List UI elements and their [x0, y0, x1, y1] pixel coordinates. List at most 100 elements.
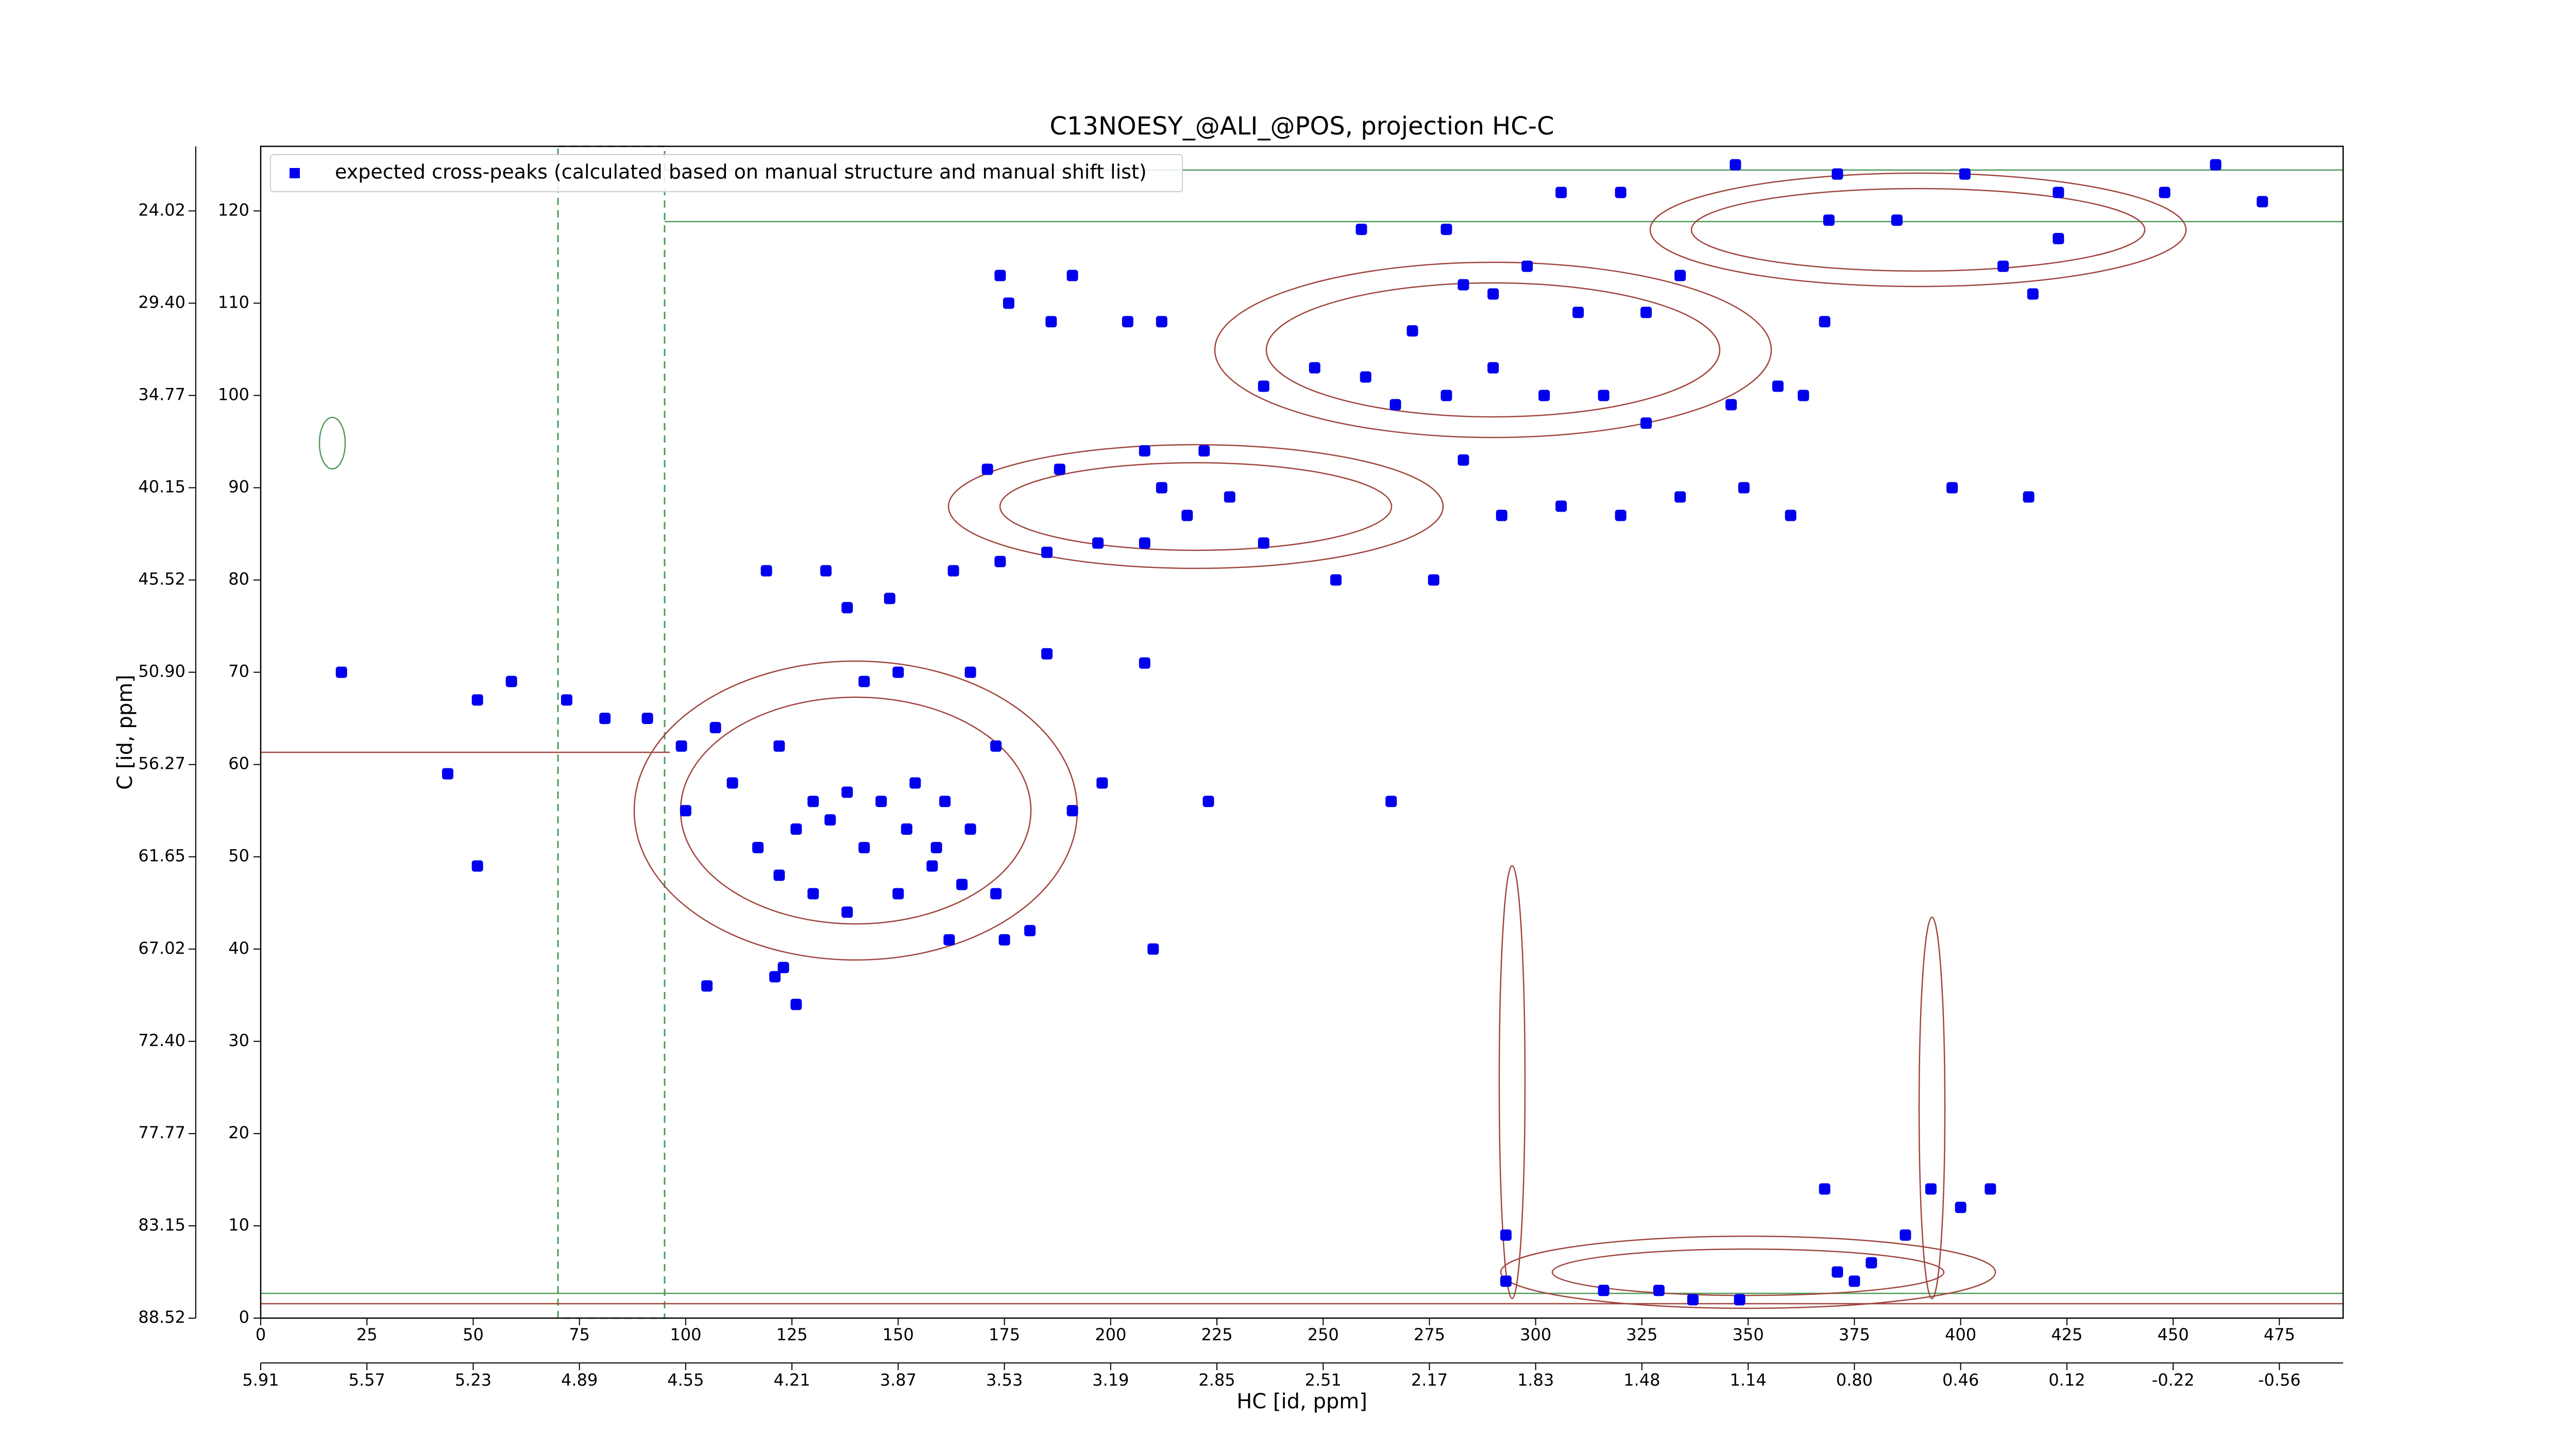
cross-peak [752, 841, 764, 853]
cross-peak [505, 676, 517, 687]
x2-tick-label: 2.85 [1198, 1370, 1235, 1390]
cross-peak [1849, 1275, 1860, 1287]
cross-peak [1066, 805, 1078, 817]
x2-tick-label: 5.57 [349, 1370, 385, 1390]
x-tick-label: 100 [670, 1325, 701, 1344]
x-tick-label: 275 [1414, 1325, 1445, 1344]
x2-tick-label: 5.91 [242, 1370, 279, 1390]
x-tick-label: 50 [463, 1325, 484, 1344]
cross-peak [1458, 279, 1469, 291]
cross-peak [820, 565, 832, 577]
contour [1551, 1248, 1945, 1296]
y2-tick-label: 24.02 [138, 200, 185, 220]
cross-peak [1122, 316, 1133, 328]
cross-peak [2053, 233, 2064, 245]
cross-peak [1538, 390, 1550, 401]
cross-peak [1202, 796, 1214, 807]
cross-peak [1730, 159, 1741, 171]
x2-tick-label: 4.89 [561, 1370, 598, 1390]
cross-peak [1139, 537, 1150, 549]
x-tick-label: 125 [776, 1325, 808, 1344]
contour [999, 462, 1393, 551]
cross-peak [1798, 390, 1809, 401]
cross-peak [1487, 362, 1499, 374]
cross-peak [2053, 187, 2064, 198]
y-tick-label: 10 [228, 1215, 249, 1235]
cross-peak [1832, 168, 1843, 180]
cross-peak [1330, 574, 1342, 586]
cross-peak [561, 694, 572, 706]
cross-peak [1385, 796, 1397, 807]
x-tick-label: 225 [1201, 1325, 1232, 1344]
cross-peak [875, 796, 887, 807]
x2-tick-label: 3.87 [880, 1370, 917, 1390]
y2-tick-label: 50.90 [138, 662, 185, 681]
cross-peak [1900, 1229, 1911, 1241]
y2-tick-label: 77.77 [138, 1123, 185, 1142]
cross-peak [1500, 1229, 1512, 1241]
cross-peak [1258, 380, 1269, 392]
x-tick-label: 200 [1095, 1325, 1126, 1344]
x2-tick-label: 4.55 [667, 1370, 704, 1390]
cross-peak [2257, 196, 2268, 208]
cross-peak [1687, 1294, 1699, 1306]
cross-peak [1224, 491, 1235, 503]
x2-tick-label: 2.17 [1411, 1370, 1448, 1390]
cross-peak [769, 971, 781, 983]
cross-peak [773, 740, 785, 752]
x2-tick-label: 4.21 [773, 1370, 810, 1390]
x-tick-label: 475 [2264, 1325, 2295, 1344]
cross-peak [1572, 307, 1584, 318]
x-tick-label: 250 [1308, 1325, 1339, 1344]
x-tick-label: 325 [1626, 1325, 1657, 1344]
y-tick-label: 110 [218, 292, 249, 312]
cross-peak [858, 676, 870, 687]
cross-peak [1092, 537, 1104, 549]
cross-peak [2159, 187, 2171, 198]
cross-peak [807, 888, 819, 900]
cross-peak [1440, 390, 1452, 401]
y2-tick-label: 56.27 [138, 754, 185, 773]
x-tick-label: 175 [989, 1325, 1020, 1344]
cross-peak [1496, 510, 1507, 521]
y-tick-label: 70 [228, 662, 249, 681]
x2-tick-label: -0.56 [2258, 1370, 2301, 1390]
x-tick-label: 25 [357, 1325, 378, 1344]
contour-streak [557, 145, 666, 1319]
cross-peak [884, 593, 895, 604]
cross-peak [1653, 1285, 1665, 1296]
cross-peak [1819, 316, 1831, 328]
legend-label: expected cross-peaks (calculated based o… [335, 161, 1147, 183]
y-tick-label: 120 [218, 200, 249, 220]
cross-peak [1024, 924, 1036, 936]
cross-peak [1045, 316, 1057, 328]
y-tick-label: 20 [228, 1123, 249, 1142]
cross-peak [964, 823, 976, 835]
x2-tick-label: 3.19 [1092, 1370, 1129, 1390]
cross-peak [930, 841, 942, 853]
contour [680, 696, 1032, 925]
cross-peak [760, 565, 772, 577]
cross-peak [909, 777, 921, 789]
cross-peak [1198, 445, 1210, 457]
cross-peak [1823, 214, 1835, 226]
y-tick-label: 100 [218, 384, 249, 404]
y-tick-label: 0 [239, 1307, 249, 1327]
cross-peak [1738, 482, 1750, 494]
y2-tick-label: 45.52 [138, 569, 185, 589]
cross-peak [1258, 537, 1269, 549]
contour [1498, 865, 1526, 1300]
contour [1265, 282, 1721, 418]
contour [633, 660, 1078, 961]
x2-tick-label: 2.51 [1305, 1370, 1342, 1390]
cross-peak [2023, 491, 2035, 503]
cross-peak [1640, 307, 1652, 318]
plot-frame [260, 145, 2344, 1319]
cross-peak [1066, 269, 1078, 281]
cross-peak [1959, 168, 1971, 180]
x2-tick-label: 5.23 [455, 1370, 492, 1390]
y2-tick-label: 29.40 [138, 292, 185, 312]
cross-peak [471, 860, 483, 872]
cross-peak [1147, 943, 1159, 955]
cross-peak [773, 869, 785, 881]
